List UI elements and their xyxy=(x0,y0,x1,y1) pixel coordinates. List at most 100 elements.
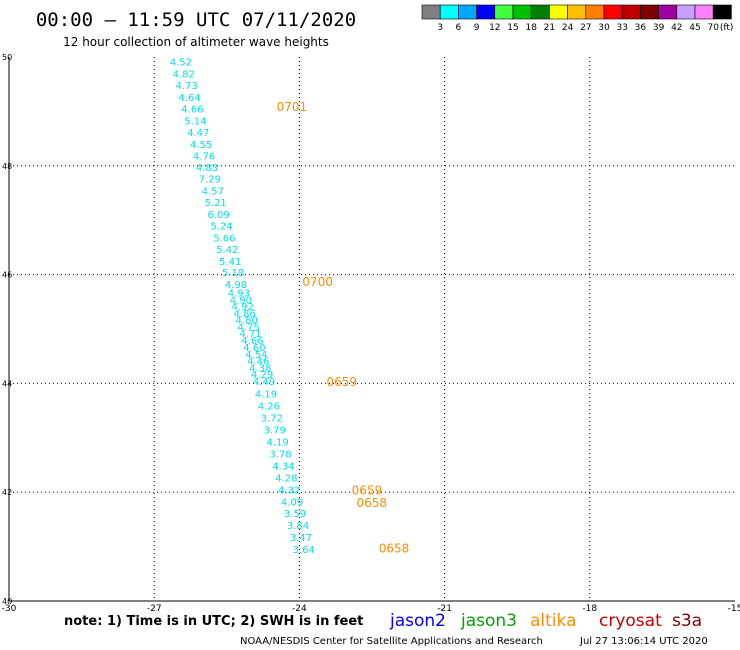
wave-height-label: 4.09 xyxy=(281,497,303,508)
wave-height-label: 3.84 xyxy=(287,521,309,532)
legend-label: 70 xyxy=(707,23,719,33)
wave-height-label: 4.19 xyxy=(255,390,277,401)
wave-height-label: 3.59 xyxy=(284,509,306,520)
legend-label: 27 xyxy=(580,23,591,33)
wave-height-label: 4.29 xyxy=(251,370,273,381)
legend-label: 15 xyxy=(507,23,518,33)
legend-swatch xyxy=(549,4,568,20)
legend-swatch xyxy=(585,4,605,20)
satellite-jason3-label: jason3 xyxy=(460,611,517,631)
legend-label: 6 xyxy=(456,23,462,33)
legend-label: 42 xyxy=(671,23,682,33)
wave-height-label: 6.09 xyxy=(207,210,229,221)
y-tick-label: 50 xyxy=(2,53,12,62)
pass-time-label: 0658 xyxy=(357,496,388,510)
x-tick-label: -30 xyxy=(2,604,17,614)
wave-height-label: 3.78 xyxy=(269,449,291,460)
wave-height-label: 4.82 xyxy=(173,70,195,81)
pass-time-label: 0659 xyxy=(327,375,358,389)
wave-height-label: 4.19 xyxy=(266,437,288,448)
legend-swatch xyxy=(494,4,514,20)
y-tick-label: 40 xyxy=(2,597,12,606)
wave-height-label: 4.75 xyxy=(237,323,259,334)
legend-unit: (ft) xyxy=(720,23,734,33)
legend-label: 30 xyxy=(598,23,610,33)
legend-swatch xyxy=(712,4,732,20)
wave-height-label: 4.54 xyxy=(245,350,267,361)
wave-height-label: 4.66 xyxy=(181,104,203,115)
legend-swatch xyxy=(567,4,587,20)
wave-height-label: 4.98 xyxy=(225,280,247,291)
wave-height-label: 4.83 xyxy=(196,163,218,174)
legend-swatch xyxy=(439,4,459,20)
chart-title: 00:00 — 11:59 UTC 07/11/2020 xyxy=(36,9,356,31)
wave-height-label: 4.52 xyxy=(170,58,192,69)
legend-swatch xyxy=(621,4,641,20)
wave-height-label: 5.18 xyxy=(222,268,244,279)
y-tick-label: 48 xyxy=(2,162,12,171)
wave-height-label: 7.29 xyxy=(199,175,221,186)
legend-label: 9 xyxy=(474,23,480,33)
wave-height-label: 5.21 xyxy=(205,198,227,209)
legend-swatch xyxy=(676,4,696,20)
x-tick-label: -15 xyxy=(728,604,740,614)
footer-timestamp: Jul 27 13:06:14 UTC 2020 xyxy=(579,636,708,647)
wave-height-label: 3.47 xyxy=(290,533,312,544)
x-tick-label: -21 xyxy=(437,604,452,614)
wave-height-label: 4.47 xyxy=(187,128,209,139)
wave-height-label: 4.49 xyxy=(253,377,275,388)
legend-swatch xyxy=(476,4,496,20)
wave-height-label: 4.46 xyxy=(247,356,269,367)
pass-time-label: 0701 xyxy=(277,100,308,114)
wave-height-label: 4.32 xyxy=(278,485,300,496)
wave-height-label: 4.34 xyxy=(272,461,294,472)
legend-swatch xyxy=(658,4,678,20)
wave-height-label: 5.66 xyxy=(213,233,235,244)
legend-label: 33 xyxy=(616,23,627,33)
satellite-s3a-label: s3a xyxy=(672,611,702,631)
pass-time-label: 0658 xyxy=(379,542,410,556)
x-tick-label: -27 xyxy=(147,604,162,614)
wave-height-label: 4.66 xyxy=(241,336,263,347)
y-tick-label: 44 xyxy=(2,379,12,388)
legend-swatch xyxy=(694,4,714,20)
legend-label: 3 xyxy=(437,23,443,33)
legend-label: 45 xyxy=(689,23,700,33)
legend-swatch xyxy=(458,4,477,20)
footer-note: note: 1) Time is in UTC; 2) SWH is in fe… xyxy=(64,614,363,629)
wave-height-label: 4.73 xyxy=(175,81,197,92)
wave-height-label: 4.55 xyxy=(190,140,212,151)
wave-height-label: 4.60 xyxy=(243,343,265,354)
wave-height-label: 3.72 xyxy=(261,413,283,424)
legend-swatch xyxy=(512,4,532,20)
legend-label: 12 xyxy=(489,23,500,33)
legend-label: 36 xyxy=(635,23,647,33)
wave-height-label: 5.42 xyxy=(216,245,238,256)
y-tick-label: 42 xyxy=(2,488,12,497)
wave-height-label: 5.24 xyxy=(210,221,232,232)
y-tick-label: 46 xyxy=(2,271,12,280)
footer-credit: NOAA/NESDIS Center for Satellite Applica… xyxy=(240,636,543,647)
color-legend: 3 6 9 12 15 18 21 24 27 30 33 36 39 42 45 70 (ft) xyxy=(421,4,734,33)
wave-height-label: 4.38 xyxy=(249,363,271,374)
legend-swatch xyxy=(640,4,659,20)
wave-height-label: 4.57 xyxy=(202,187,224,198)
satellite-altika-label: altika xyxy=(530,611,577,631)
x-tick-label: -24 xyxy=(292,604,307,614)
satellite-legend: jason2 jason3 altika cryosat s3a xyxy=(389,611,702,631)
legend-label: 21 xyxy=(544,23,555,33)
pass-time-label: 0659 xyxy=(352,483,383,497)
satellite-jason2-label: jason2 xyxy=(389,611,446,631)
plot-area: -30 -27 -24 -21 -18 -154042444648504.524.824.… xyxy=(2,53,740,614)
wave-height-label: 5.41 xyxy=(219,257,241,268)
legend-swatch xyxy=(603,4,623,20)
wave-height-label: 3.64 xyxy=(293,545,315,556)
wave-height-label: 4.80 xyxy=(236,316,258,327)
wave-height-label: 4.71 xyxy=(239,329,261,340)
wave-height-label: 4.76 xyxy=(193,151,215,162)
legend-swatch xyxy=(421,4,441,20)
wave-height-label: 3.79 xyxy=(264,425,286,436)
wave-height-label: 4.90 xyxy=(230,295,252,306)
